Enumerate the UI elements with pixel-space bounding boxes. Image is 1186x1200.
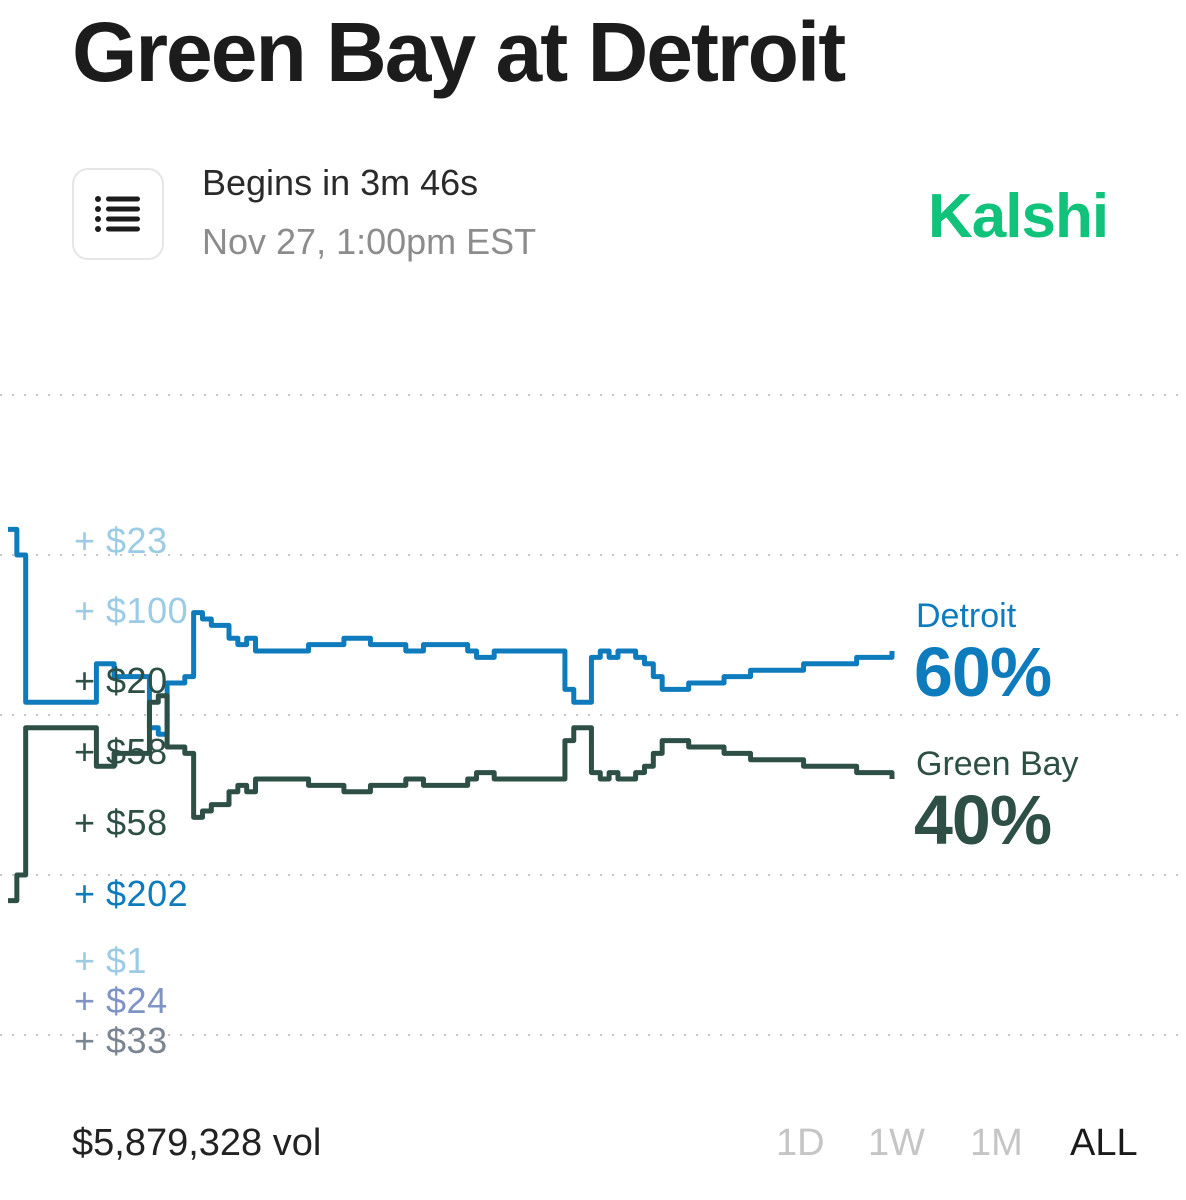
trade-label: + $58: [74, 731, 168, 772]
outcome-detroit-name: Detroit: [916, 597, 1017, 635]
trade-label: + $100: [74, 590, 189, 631]
menu-button[interactable]: [72, 168, 164, 260]
trade-label: + $1: [74, 940, 148, 981]
range-tab-1m[interactable]: 1M: [970, 1122, 1023, 1164]
trade-label: + $202: [74, 873, 189, 914]
brand-logo[interactable]: Kalshi: [928, 182, 1109, 251]
event-date: Nov 27, 1:00pm EST: [202, 221, 537, 262]
list-icon: [95, 196, 140, 232]
volume-text: $5,879,328 vol: [72, 1122, 322, 1164]
series-line-detroit: [8, 526, 895, 737]
trade-label: + $23: [74, 520, 168, 561]
outcome-greenbay-name: Green Bay: [916, 745, 1079, 783]
price-chart[interactable]: [0, 300, 1186, 1080]
outcome-detroit-percent: 60%: [914, 633, 1052, 711]
trade-label: + $24: [74, 980, 168, 1021]
range-tab-1d[interactable]: 1D: [776, 1122, 825, 1164]
trade-label: + $58: [74, 802, 168, 843]
countdown-text: Begins in 3m 46s: [202, 162, 479, 203]
series-line-green-bay: [8, 693, 895, 904]
trade-label: + $20: [74, 660, 168, 701]
range-tab-all[interactable]: ALL: [1070, 1122, 1138, 1164]
range-selector: 1D 1W 1M ALL: [776, 1122, 1138, 1166]
outcome-greenbay-percent: 40%: [914, 781, 1052, 859]
chart-svg: [0, 394, 1186, 1036]
range-tab-1w[interactable]: 1W: [868, 1122, 925, 1164]
page-title: Green Bay at Detroit: [72, 5, 846, 99]
trade-label: + $33: [74, 1020, 168, 1061]
